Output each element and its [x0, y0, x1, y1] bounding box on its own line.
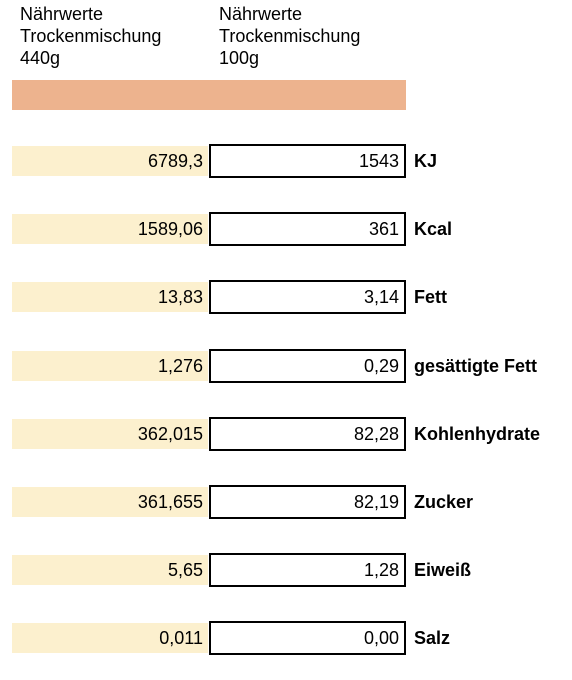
cell-per-100g[interactable]: 82,28 [209, 417, 406, 451]
header-per-100g: Nährwerte Trockenmischung 100g [219, 3, 360, 69]
cell-total[interactable]: 1,276 [12, 351, 208, 381]
cell-per-100g[interactable]: 0,29 [209, 349, 406, 383]
cell-nutrient-label[interactable]: Kohlenhydrate [414, 424, 541, 444]
nutrition-row-carbohydrates: 362,015 82,28 Kohlenhydrate [0, 417, 572, 451]
cell-per-100g[interactable]: 361 [209, 212, 406, 246]
cell-per-100g[interactable]: 0,00 [209, 621, 406, 655]
cell-total[interactable]: 0,011 [12, 623, 208, 653]
cell-total[interactable]: 1589,06 [12, 214, 208, 244]
cell-per-100g[interactable]: 3,14 [209, 280, 406, 314]
cell-per-100g[interactable]: 1543 [209, 144, 406, 178]
cell-nutrient-label[interactable]: KJ [414, 151, 438, 171]
header-per100-subtitle: Trockenmischung [219, 26, 361, 46]
cell-total[interactable]: 361,655 [12, 487, 208, 517]
header-total-subtitle: Trockenmischung [20, 26, 162, 46]
header-total-title: Nährwerte [20, 4, 104, 24]
cell-total[interactable]: 362,015 [12, 419, 208, 449]
header-per100-amount: 100g [219, 48, 260, 68]
header-total-mix: Nährwerte Trockenmischung 440g [20, 3, 161, 69]
cell-per-100g[interactable]: 1,28 [209, 553, 406, 587]
nutrition-row-protein: 5,65 1,28 Eiweiß [0, 553, 572, 587]
cell-per-100g[interactable]: 82,19 [209, 485, 406, 519]
nutrition-row-kj: 6789,3 1543 KJ [0, 144, 572, 178]
header-per100-title: Nährwerte [219, 4, 303, 24]
cell-nutrient-label[interactable]: Fett [414, 287, 447, 307]
cell-nutrient-label[interactable]: Salz [414, 628, 451, 648]
header-accent-bar [12, 80, 406, 110]
nutrition-row-sugar: 361,655 82,19 Zucker [0, 485, 572, 519]
cell-total[interactable]: 5,65 [12, 555, 208, 585]
nutrition-row-fett: 13,83 3,14 Fett [0, 280, 572, 314]
cell-total[interactable]: 6789,3 [12, 146, 208, 176]
nutrition-row-kcal: 1589,06 361 Kcal [0, 212, 572, 246]
cell-nutrient-label[interactable]: gesättigte Fett [414, 356, 538, 376]
cell-nutrient-label[interactable]: Eiweiß [414, 560, 472, 580]
cell-nutrient-label[interactable]: Zucker [414, 492, 474, 512]
header-total-amount: 440g [20, 48, 61, 68]
nutrition-row-saturated-fat: 1,276 0,29 gesättigte Fett [0, 349, 572, 383]
cell-nutrient-label[interactable]: Kcal [414, 219, 453, 239]
nutrition-row-salt: 0,011 0,00 Salz [0, 621, 572, 655]
cell-total[interactable]: 13,83 [12, 282, 208, 312]
